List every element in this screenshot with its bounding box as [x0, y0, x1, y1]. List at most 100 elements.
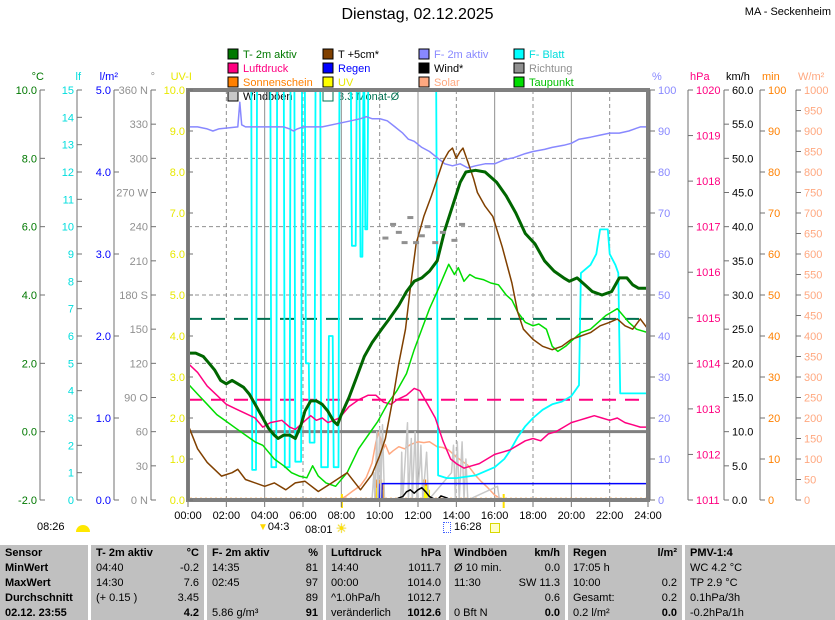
svg-text:600: 600 [804, 249, 822, 261]
table-row: veränderlich 1012.6 [331, 605, 441, 620]
svg-text:210: 210 [130, 256, 148, 268]
cell-time: TP 2.9 °C [690, 576, 738, 589]
x-tick-label: 00:00 [174, 510, 202, 522]
svg-text:10: 10 [658, 454, 670, 466]
legend-swatch-Richtung [513, 62, 525, 74]
series-Taupunkt [187, 263, 649, 488]
svg-text:1015: 1015 [696, 313, 720, 325]
legend-swatch-T- 2m aktiv [227, 48, 239, 60]
series-Windböen [371, 422, 501, 501]
x-tick-label: 12:00 [404, 510, 432, 522]
svg-text:60.0: 60.0 [732, 85, 753, 97]
svg-text:360 N: 360 N [119, 85, 148, 97]
svg-text:1.0: 1.0 [170, 454, 185, 466]
svg-text:9.0: 9.0 [170, 126, 185, 138]
cell-time: 11:30 [454, 576, 481, 589]
cell-value: 0.0 [661, 606, 677, 619]
svg-text:750: 750 [804, 188, 822, 200]
svg-text:4: 4 [68, 386, 74, 398]
svg-text:900: 900 [804, 126, 822, 138]
legend-swatch-Taupunkt [513, 76, 525, 88]
svg-text:70: 70 [768, 208, 780, 220]
column-unit: l/m² [657, 546, 677, 559]
svg-text:km/h: km/h [726, 71, 750, 83]
cell-value: 91 [305, 606, 318, 619]
svg-text:6.0: 6.0 [170, 249, 185, 261]
svg-text:50.0: 50.0 [732, 153, 753, 165]
cell-time: ^1.0hPa/h [331, 591, 381, 604]
table-row: 0.1hPa/3h [690, 590, 830, 605]
svg-text:100: 100 [768, 85, 786, 97]
cell-time: (+ 0.15 ) [96, 591, 138, 604]
svg-text:10.0: 10.0 [732, 427, 753, 439]
svg-text:7: 7 [68, 304, 74, 316]
svg-text:4.0: 4.0 [22, 290, 37, 302]
svg-text:330: 330 [130, 119, 148, 131]
axis-UV-I: UV-I 10.0 9.0 8.0 7.0 6.0 5.0 4.0 3.0 2.0 1.0 0.0 [164, 71, 193, 507]
svg-text:3: 3 [68, 413, 74, 425]
column-title: Regen [573, 546, 607, 559]
svg-text:0: 0 [768, 495, 774, 507]
svg-text:50: 50 [658, 290, 670, 302]
svg-text:40: 40 [768, 331, 780, 343]
svg-text:8.0: 8.0 [22, 153, 37, 165]
moonrise-time: 08:26 [37, 521, 65, 533]
svg-text:0.0: 0.0 [22, 427, 37, 439]
x-tick-label: 18:00 [519, 510, 547, 522]
svg-text:1014: 1014 [696, 358, 720, 370]
table-row-label: 02.12. 23:55 [5, 606, 67, 619]
svg-text:1020: 1020 [696, 85, 720, 97]
svg-text:UV-I: UV-I [171, 71, 192, 83]
table-column-PMV-1:4: PMV-1:4 WC 4.2 °C TP 2.9 °C 0.1hPa/3h -0.2hP… [685, 545, 835, 620]
cell-value: 0.0 [544, 561, 560, 574]
svg-text:450: 450 [804, 311, 822, 323]
legend-label: Solar [434, 77, 460, 89]
station-label: MA - Seckenheim [744, 6, 831, 18]
svg-text:60: 60 [136, 427, 148, 439]
cell-time: 00:00 [331, 576, 359, 589]
svg-text:200: 200 [804, 413, 822, 425]
table-row: 04:40 -0.2 [96, 560, 199, 575]
legend-label: Wind* [434, 63, 464, 75]
cell-value: 4.2 [183, 606, 199, 619]
cell-value: 0.2 [661, 576, 677, 589]
cell-value: 0.2 [661, 591, 677, 604]
svg-text:90: 90 [658, 126, 670, 138]
svg-text:100: 100 [658, 85, 676, 97]
min-temp-marker: ▼04:3 [258, 521, 290, 533]
down-arrow-icon: ▼ [258, 522, 268, 533]
svg-text:2: 2 [68, 440, 74, 452]
column-title: T- 2m aktiv [96, 546, 153, 559]
legend-label: Richtung [529, 63, 572, 75]
legend-label: T- 2m aktiv [243, 49, 297, 61]
table-header: PMV-1:4 [690, 545, 830, 560]
sunset-icon [490, 523, 500, 533]
table-row: -0.2hPa/1h [690, 605, 830, 620]
svg-text:800: 800 [804, 167, 822, 179]
svg-text:90: 90 [768, 126, 780, 138]
table-row: 0.2 l/m² 0.0 [573, 605, 677, 620]
svg-text:7.0: 7.0 [170, 208, 185, 220]
svg-text:15: 15 [62, 85, 74, 97]
column-unit: % [308, 546, 318, 559]
svg-text:30: 30 [658, 372, 670, 384]
svg-text:350: 350 [804, 352, 822, 364]
table-row-label: Sensor [5, 546, 43, 559]
svg-text:5.0: 5.0 [732, 461, 747, 473]
legend-swatch-T +5cm* [322, 48, 334, 60]
sunrise-time: 08:01 ☀ [305, 521, 348, 536]
svg-text:1016: 1016 [696, 267, 720, 279]
column-unit: hPa [420, 546, 441, 559]
legend-swatch-Regen [322, 62, 334, 74]
table-column-T- 2m aktiv: T- 2m aktiv °C 04:40 -0.2 14:30 7.6 (+ 0.15 ) 3… [91, 545, 204, 620]
legend-swatch-F- Blatt [513, 48, 525, 60]
svg-text:80: 80 [768, 167, 780, 179]
svg-text:150: 150 [804, 434, 822, 446]
x-tick-label: 10:00 [366, 510, 394, 522]
axis-hPa: hPa 1020 1019 1018 1017 1016 1015 1014 1013 1012 1… [687, 71, 720, 507]
axis-km/h: km/h 60.0 55.0 50.0 45.0 40.0 35.0 30.0 25.0 20.0… [723, 71, 753, 507]
svg-text:5: 5 [68, 358, 74, 370]
cell-time: Gesamt: [573, 591, 615, 604]
